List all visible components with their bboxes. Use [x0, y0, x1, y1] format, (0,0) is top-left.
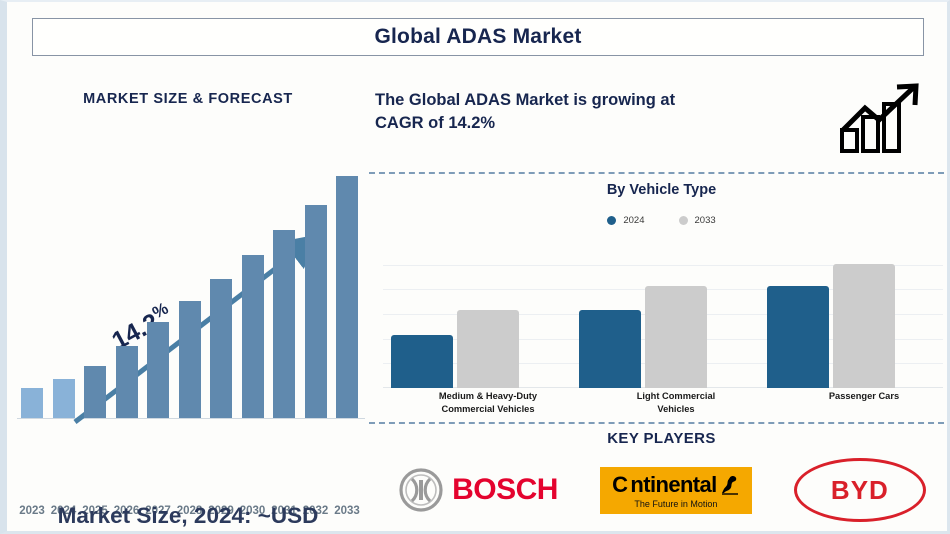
year-label-2025: 2025 — [82, 505, 108, 517]
year-label-2026: 2026 — [113, 505, 140, 517]
gridline — [383, 265, 943, 266]
legend-item-2033: 2033 — [678, 215, 716, 226]
logo-byd: BYD — [793, 458, 926, 522]
divider-bottom — [369, 422, 947, 424]
title-box: Global ADAS Market — [32, 18, 924, 56]
vehicle-category-label-2: Light Commercial Vehicles — [636, 391, 716, 414]
chart-legend: 2024 2033 — [369, 215, 947, 226]
market-bar-2027 — [147, 322, 169, 418]
year-label-2027: 2027 — [145, 505, 171, 517]
market-bar-2028 — [178, 301, 201, 418]
market-bar-2033 — [336, 176, 358, 418]
year-label-2030: 2030 — [239, 505, 266, 517]
continental-tagline: The Future in Motion — [634, 498, 718, 509]
bosch-wordmark: BOSCH — [452, 473, 558, 506]
year-label-2029: 2029 — [208, 505, 234, 517]
by-vehicle-type-chart: Medium & Heavy-Duty Commercial Vehicles Li… — [383, 240, 943, 414]
vehicle-bar-1-2024 — [391, 335, 453, 388]
market-bar-2026 — [115, 346, 138, 418]
year-label-2024: 2024 — [50, 505, 77, 517]
vehicle-bar-3-2024 — [767, 286, 829, 388]
year-label-2032: 2032 — [302, 505, 329, 517]
market-bar-2032 — [304, 205, 327, 418]
market-size-callout: Market Size, 2024: ~USD 40.3 Billion — [7, 502, 369, 531]
vehicle-bar-3-2033 — [833, 264, 895, 388]
bosch-emblem-icon — [399, 468, 443, 512]
legend-label-2033: 2033 — [694, 215, 716, 226]
legend-item-2024: 2024 — [607, 215, 645, 226]
market-bar-2031 — [273, 230, 295, 418]
legend-dot-2033 — [678, 216, 688, 225]
continental-prefix-C: C — [612, 471, 628, 497]
vehicle-category-label-1: Medium & Heavy-Duty Commercial Vehicles — [438, 391, 538, 414]
bar-chart-growth-icon — [840, 83, 919, 153]
continental-rest: ntinental — [630, 471, 717, 497]
market-bar-2023 — [21, 388, 43, 418]
page-title: Global ADAS Market — [374, 25, 582, 48]
market-size-forecast-chart: 14.2% 2023 2024 2025 2026 2027 2028 2029 2030 20… — [13, 147, 365, 517]
year-label-2028: 2028 — [176, 505, 203, 517]
right-panel: The Global ADAS Market is growing at CAG… — [369, 62, 947, 531]
market-size-forecast-heading: MARKET SIZE & FORECAST — [83, 91, 293, 107]
cagr-statement-line-2: CAGR of 14.2% — [375, 114, 496, 133]
market-size-line-1: Market Size, 2024: ~USD — [57, 503, 319, 528]
year-label-2033: 2033 — [334, 505, 360, 517]
cagr-statement: The Global ADAS Market is growing at CAG… — [375, 89, 795, 136]
market-size-forecast-panel: MARKET SIZE & FORECAST 14.2% 2023 2024 202… — [7, 62, 369, 531]
byd-oval-icon: BYD — [793, 458, 926, 522]
legend-dot-2024 — [607, 216, 617, 225]
by-vehicle-type-title: By Vehicle Type — [606, 182, 717, 198]
divider-top — [369, 172, 947, 174]
logo-bosch: BOSCH — [398, 467, 558, 513]
cagr-statement-line-1: The Global ADAS Market is growing at — [375, 91, 676, 109]
continental-horse-icon — [721, 475, 738, 495]
year-label-2023: 2023 — [19, 505, 45, 517]
vehicle-bar-2-2033 — [645, 286, 707, 388]
byd-wordmark: BYD — [830, 474, 889, 505]
market-bar-2029 — [210, 279, 232, 418]
market-bar-2030 — [241, 255, 264, 418]
vehicle-bar-1-2033 — [457, 310, 519, 388]
key-players-title: KEY PLAYERS — [607, 430, 716, 447]
vehicle-category-label-3: Passenger Cars — [828, 391, 900, 401]
year-label-2031: 2031 — [271, 505, 297, 517]
market-bar-2024 — [52, 379, 75, 418]
legend-label-2024: 2024 — [623, 215, 645, 226]
market-bar-2025 — [84, 366, 106, 418]
vehicle-bar-2-2024 — [579, 310, 641, 388]
